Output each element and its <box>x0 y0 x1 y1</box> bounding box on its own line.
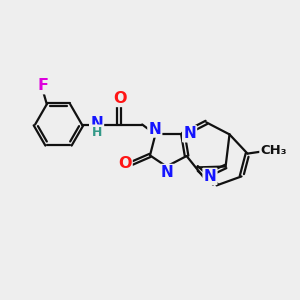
Text: N: N <box>161 165 173 180</box>
Text: N: N <box>90 116 103 131</box>
Text: N: N <box>204 169 216 184</box>
Text: H: H <box>92 125 102 139</box>
Text: O: O <box>113 91 127 106</box>
Text: F: F <box>38 78 49 93</box>
Text: N: N <box>183 126 196 141</box>
Text: N: N <box>148 122 161 136</box>
Text: O: O <box>118 156 132 171</box>
Text: CH₃: CH₃ <box>260 144 287 157</box>
